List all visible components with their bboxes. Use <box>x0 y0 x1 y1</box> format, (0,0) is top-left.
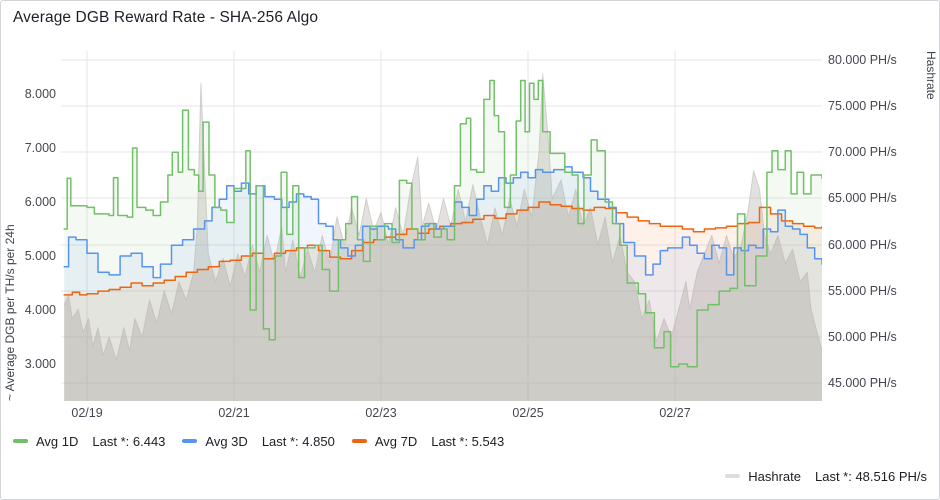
right-axis-tick: 60.000 PH/s <box>828 237 897 252</box>
left-axis-tick: 5.000 <box>24 248 56 263</box>
legend-series-color-dash <box>13 439 28 443</box>
legend-series-label: Avg 1D <box>36 433 79 449</box>
right-axis-tick: 65.000 PH/s <box>828 191 897 206</box>
legend-item-avg-3d[interactable]: Avg 3D Last *: 4.850 <box>182 433 335 449</box>
legend-item-avg-1d[interactable]: Avg 1D Last *: 6.443 <box>13 434 165 449</box>
legend-last-value: Last *: 4.850 <box>261 433 335 449</box>
legend-series-label: Avg 3D <box>205 433 248 449</box>
legend-last-value: Last *: 48.516 PH/s <box>814 468 927 484</box>
legend-item-avg-7d[interactable]: Avg 7D Last *: 5.543 <box>351 433 505 449</box>
right-axis-tick: 45.000 PH/s <box>828 376 897 390</box>
x-axis-tick: 02/19 <box>71 406 103 420</box>
legend-last-value: Last *: 5.543 <box>431 433 505 449</box>
left-axis-tick: 4.000 <box>24 303 56 317</box>
legend-series-color-dash <box>725 474 741 478</box>
left-axis-tick: 3.000 <box>24 357 56 371</box>
x-axis-tick: 02/21 <box>218 406 250 420</box>
right-axis-tick: 70.000 PH/s <box>828 145 897 160</box>
left-axis-title: ~ Average DGB per TH/s per 24h <box>3 224 17 401</box>
right-axis-tick: 75.000 PH/s <box>828 99 897 114</box>
right-axis-title: Hashrate <box>924 51 938 100</box>
right-axis-tick: 55.000 PH/s <box>828 283 897 298</box>
right-axis-tick: 50.000 PH/s <box>828 329 897 344</box>
x-axis-tick: 02/27 <box>659 406 691 420</box>
x-axis-tick: 02/25 <box>512 406 544 420</box>
legend-series-color-dash <box>351 439 367 443</box>
legend-series-label: Hashrate <box>748 468 801 484</box>
left-axis-tick: 8.000 <box>24 86 56 101</box>
panel-title: Average DGB Reward Rate - SHA-256 Algo <box>13 9 319 26</box>
left-axis-tick: 7.000 <box>24 140 56 155</box>
legend-row-hashrate: Hashrate Last *: 48.516 PH/s <box>725 467 927 485</box>
right-axis-tick: 80.000 PH/s <box>828 53 897 68</box>
legend-last-value: Last *: 6.443 <box>92 433 166 449</box>
left-axis-tick: 6.000 <box>24 194 56 209</box>
legend-row-main: Avg 1D Last *: 6.443 Avg 3D Last *: 4.850 Av… <box>13 432 504 450</box>
legend-series-label: Avg 7D <box>374 433 418 449</box>
x-axis-tick: 02/23 <box>365 406 397 420</box>
legend-item-hashrate[interactable]: Hashrate Last *: 48.516 PH/s <box>725 469 927 484</box>
legend-series-color-dash <box>182 439 198 443</box>
